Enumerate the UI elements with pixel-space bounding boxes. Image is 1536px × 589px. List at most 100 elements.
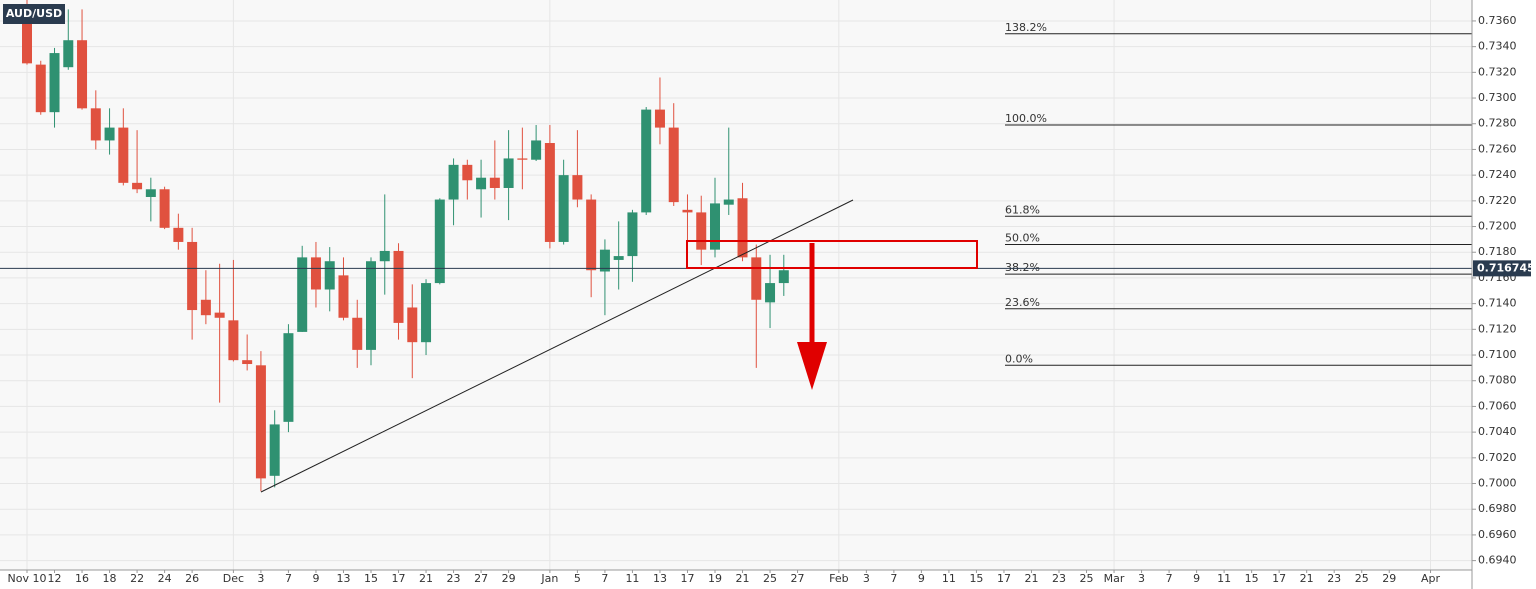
candle-body bbox=[668, 127, 679, 203]
candle-body bbox=[489, 177, 500, 188]
y-tick-label: 0.7060 bbox=[1478, 399, 1517, 412]
candle-body bbox=[682, 209, 693, 213]
x-tick-label: 3 bbox=[257, 572, 264, 585]
y-tick-label: 0.7300 bbox=[1478, 91, 1517, 104]
y-tick-label: 0.7100 bbox=[1478, 348, 1517, 361]
candle-body bbox=[723, 199, 734, 205]
x-tick-label: 27 bbox=[791, 572, 805, 585]
x-tick-label: 9 bbox=[1193, 572, 1200, 585]
x-tick-label: 11 bbox=[625, 572, 639, 585]
symbol-label: AUD/USD bbox=[6, 7, 62, 20]
y-tick-label: 0.7320 bbox=[1478, 65, 1517, 78]
x-tick-label: 11 bbox=[1217, 572, 1231, 585]
x-tick-label: 15 bbox=[969, 572, 983, 585]
candle-body bbox=[255, 365, 266, 479]
y-tick-label: 0.6940 bbox=[1478, 554, 1517, 567]
candle-body bbox=[228, 320, 239, 361]
y-tick-label: 0.7240 bbox=[1478, 168, 1517, 181]
candle-body bbox=[586, 199, 597, 271]
x-tick-label: 13 bbox=[336, 572, 350, 585]
x-tick-label: 26 bbox=[185, 572, 199, 585]
candle-body bbox=[352, 317, 363, 350]
candle-body bbox=[145, 189, 156, 197]
x-tick-label: 15 bbox=[364, 572, 378, 585]
candle-body bbox=[187, 241, 198, 311]
x-tick-label: 15 bbox=[1245, 572, 1259, 585]
x-tick-label: 12 bbox=[48, 572, 62, 585]
y-tick-label: 0.7340 bbox=[1478, 40, 1517, 53]
candle-body bbox=[283, 333, 294, 422]
x-tick-label: 17 bbox=[680, 572, 694, 585]
x-tick-label: 7 bbox=[601, 572, 608, 585]
x-tick-label: 13 bbox=[653, 572, 667, 585]
fib-label: 23.6% bbox=[1005, 296, 1040, 309]
x-tick-label: 23 bbox=[447, 572, 461, 585]
y-tick-label: 0.7280 bbox=[1478, 117, 1517, 130]
plot-background bbox=[0, 0, 1472, 570]
candle-body bbox=[159, 189, 170, 228]
candle-body bbox=[297, 257, 308, 332]
x-tick-label: 3 bbox=[1138, 572, 1145, 585]
candle-body bbox=[476, 177, 487, 190]
candle-body bbox=[338, 275, 349, 318]
candle-body bbox=[448, 164, 459, 200]
x-tick-label: Apr bbox=[1421, 572, 1441, 585]
candle-body bbox=[269, 424, 280, 476]
candle-body bbox=[407, 307, 418, 343]
x-tick-label: 3 bbox=[863, 572, 870, 585]
arrow-head bbox=[797, 342, 827, 390]
plot-area: 138.2% 100.0% 61.8% 50.0% 38.2% 23.6% 0.0% bbox=[0, 0, 1472, 492]
x-tick-label: 25 bbox=[1080, 572, 1094, 585]
candle-body bbox=[200, 299, 211, 316]
y-tick-label: 0.7360 bbox=[1478, 14, 1517, 27]
x-tick-label: 24 bbox=[158, 572, 172, 585]
x-tick-label: Jan bbox=[540, 572, 558, 585]
fib-label: 38.2% bbox=[1005, 261, 1040, 274]
candle-body bbox=[517, 158, 528, 160]
y-tick-label: 0.7120 bbox=[1478, 322, 1517, 335]
candle-body bbox=[531, 140, 542, 160]
x-tick-label: Nov 10 bbox=[8, 572, 47, 585]
candle-body bbox=[654, 109, 665, 128]
y-tick-label: 0.7180 bbox=[1478, 245, 1517, 258]
last-price-label: 0.716745 bbox=[1477, 261, 1535, 274]
candle-body bbox=[366, 261, 376, 350]
candle-body bbox=[132, 182, 143, 190]
x-tick-label: 19 bbox=[708, 572, 722, 585]
y-tick-label: 0.7200 bbox=[1478, 220, 1517, 233]
x-tick-label: 7 bbox=[1166, 572, 1173, 585]
candle-body bbox=[613, 256, 624, 260]
x-tick-label: 21 bbox=[419, 572, 433, 585]
x-tick-label: 5 bbox=[574, 572, 581, 585]
y-tick-label: 0.7220 bbox=[1478, 194, 1517, 207]
trend-line bbox=[260, 199, 854, 493]
x-tick-label: 17 bbox=[997, 572, 1011, 585]
x-tick-label: 11 bbox=[942, 572, 956, 585]
x-tick-label: 17 bbox=[392, 572, 406, 585]
x-tick-label: 21 bbox=[736, 572, 750, 585]
x-tick-label: 18 bbox=[103, 572, 117, 585]
candle-body bbox=[379, 250, 390, 262]
candle-body bbox=[627, 212, 638, 257]
x-tick-label: 21 bbox=[1024, 572, 1038, 585]
candle-body bbox=[173, 227, 184, 242]
x-tick-label: 23 bbox=[1052, 572, 1066, 585]
candle-body bbox=[599, 249, 610, 272]
candle-body bbox=[63, 40, 74, 68]
x-tick-label: 22 bbox=[130, 572, 144, 585]
x-tick-label: 9 bbox=[918, 572, 925, 585]
candle-body bbox=[544, 143, 555, 242]
candle-body bbox=[641, 109, 652, 213]
y-tick-label: 0.7040 bbox=[1478, 425, 1517, 438]
y-tick-label: 0.7020 bbox=[1478, 451, 1517, 464]
fib-label: 138.2% bbox=[1005, 21, 1047, 34]
candle-body bbox=[49, 53, 60, 113]
x-tick-label: 16 bbox=[75, 572, 89, 585]
axes: 0.6940 0.6960 0.6980 0.7000 0.7020 0.7040 0.70… bbox=[8, 14, 1535, 585]
candle-body bbox=[104, 127, 115, 141]
y-tick-label: 0.7260 bbox=[1478, 142, 1517, 155]
x-tick-label: 23 bbox=[1327, 572, 1341, 585]
candle-body bbox=[503, 158, 514, 188]
last-price-badge bbox=[1473, 260, 1531, 277]
